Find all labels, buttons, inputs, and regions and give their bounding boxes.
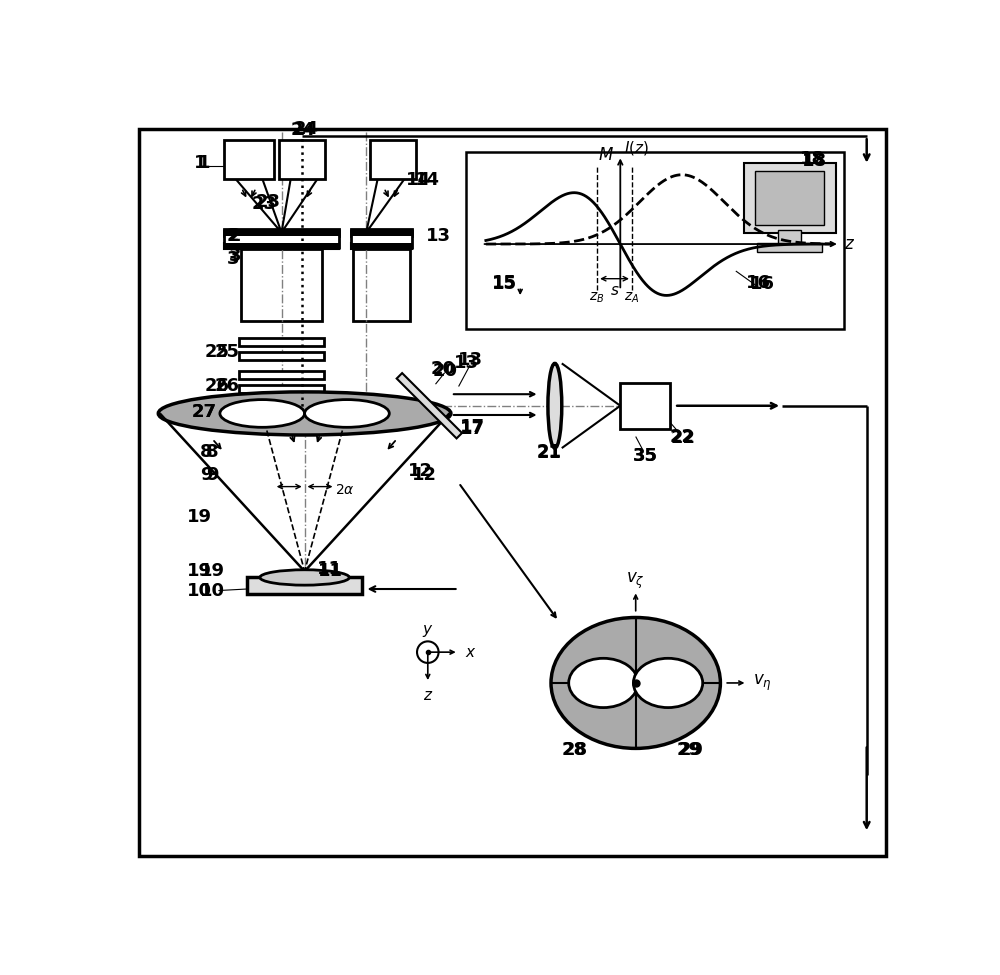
Bar	[241, 249, 322, 321]
Text: 26: 26	[204, 376, 229, 395]
Text: 25: 25	[215, 343, 240, 361]
Text: 20: 20	[432, 362, 457, 380]
Bar	[620, 382, 670, 429]
Text: 23: 23	[255, 193, 280, 211]
Text: 25: 25	[204, 343, 229, 361]
Text: $y$: $y$	[422, 623, 434, 639]
Text: 14: 14	[415, 172, 440, 189]
Text: 13: 13	[454, 354, 479, 372]
Bar	[239, 352, 324, 360]
Text: 29: 29	[677, 741, 702, 759]
Ellipse shape	[548, 364, 562, 448]
Text: 11: 11	[318, 563, 343, 580]
Text: 24: 24	[294, 120, 319, 137]
Text: 21: 21	[537, 445, 562, 462]
Text: 23: 23	[251, 195, 276, 213]
Bar	[351, 243, 412, 249]
Text: $v_\zeta$: $v_\zeta$	[626, 570, 645, 591]
Bar	[279, 140, 325, 178]
Text: 17: 17	[460, 420, 485, 438]
Text: 19: 19	[200, 563, 225, 580]
Text: 13: 13	[458, 351, 483, 369]
Text: 24: 24	[291, 121, 316, 139]
Text: 3: 3	[227, 251, 239, 268]
Text: 2: 2	[229, 227, 241, 246]
Text: 1: 1	[194, 154, 207, 173]
Text: 14: 14	[406, 172, 431, 189]
Bar	[224, 243, 339, 249]
Text: 17: 17	[460, 418, 485, 436]
Text: $M$: $M$	[598, 146, 614, 165]
Text: 16: 16	[750, 275, 775, 293]
Text: 19: 19	[187, 563, 212, 580]
Bar	[755, 171, 824, 225]
Ellipse shape	[551, 617, 720, 749]
Ellipse shape	[158, 392, 451, 435]
Text: 8: 8	[206, 443, 219, 461]
Text: 26: 26	[215, 376, 240, 395]
Bar	[239, 338, 324, 346]
Bar	[397, 373, 462, 439]
Text: 12: 12	[411, 466, 436, 484]
Bar	[351, 236, 412, 243]
Text: 10: 10	[187, 581, 212, 600]
Text: 13: 13	[426, 227, 451, 246]
Bar	[239, 385, 324, 393]
Text: 22: 22	[669, 428, 694, 446]
Text: 12: 12	[408, 462, 433, 481]
Text: 11: 11	[317, 560, 342, 578]
Text: 27: 27	[192, 403, 217, 421]
Bar	[370, 140, 416, 178]
Text: 9: 9	[206, 466, 218, 484]
Bar	[239, 371, 324, 379]
Text: 18: 18	[802, 152, 827, 170]
Text: 8: 8	[200, 443, 212, 461]
Ellipse shape	[260, 569, 349, 585]
Text: 10: 10	[200, 581, 225, 600]
Text: 29: 29	[679, 741, 704, 759]
Text: 2: 2	[227, 227, 239, 246]
Text: $I(z)$: $I(z)$	[624, 138, 649, 157]
Text: $z$: $z$	[423, 687, 433, 703]
Text: 19: 19	[187, 508, 212, 526]
Text: 16: 16	[746, 274, 771, 292]
Text: 20: 20	[431, 360, 456, 377]
Text: 27: 27	[192, 403, 217, 421]
Bar	[224, 229, 339, 236]
Bar	[744, 163, 836, 232]
Bar	[224, 140, 274, 178]
Bar	[778, 230, 801, 244]
Text: $x$: $x$	[465, 644, 477, 660]
Ellipse shape	[305, 400, 389, 427]
Text: 28: 28	[562, 741, 587, 759]
Text: 21: 21	[537, 443, 562, 461]
Text: $z$: $z$	[844, 235, 855, 254]
Text: $v_\eta$: $v_\eta$	[753, 673, 772, 693]
Bar	[353, 249, 410, 321]
Bar	[757, 243, 822, 252]
Text: 35: 35	[633, 447, 658, 465]
Text: 15: 15	[492, 274, 517, 292]
Ellipse shape	[220, 400, 305, 427]
Text: 22: 22	[671, 429, 696, 448]
Text: 9: 9	[200, 466, 212, 484]
Text: 1: 1	[198, 154, 211, 173]
Text: 15: 15	[492, 275, 517, 293]
Text: 3: 3	[229, 247, 241, 264]
Text: $2\alpha$: $2\alpha$	[335, 484, 355, 497]
Text: 35: 35	[632, 447, 657, 465]
Ellipse shape	[633, 658, 703, 708]
Text: 18: 18	[800, 150, 825, 169]
Bar	[224, 236, 339, 243]
Ellipse shape	[569, 658, 638, 708]
Text: $z_A$: $z_A$	[624, 291, 640, 305]
Text: $z_B$: $z_B$	[589, 291, 605, 305]
Bar	[247, 577, 362, 595]
Bar	[466, 152, 844, 329]
Bar	[351, 229, 412, 236]
Text: $s$: $s$	[610, 283, 619, 297]
Text: 28: 28	[563, 741, 588, 759]
